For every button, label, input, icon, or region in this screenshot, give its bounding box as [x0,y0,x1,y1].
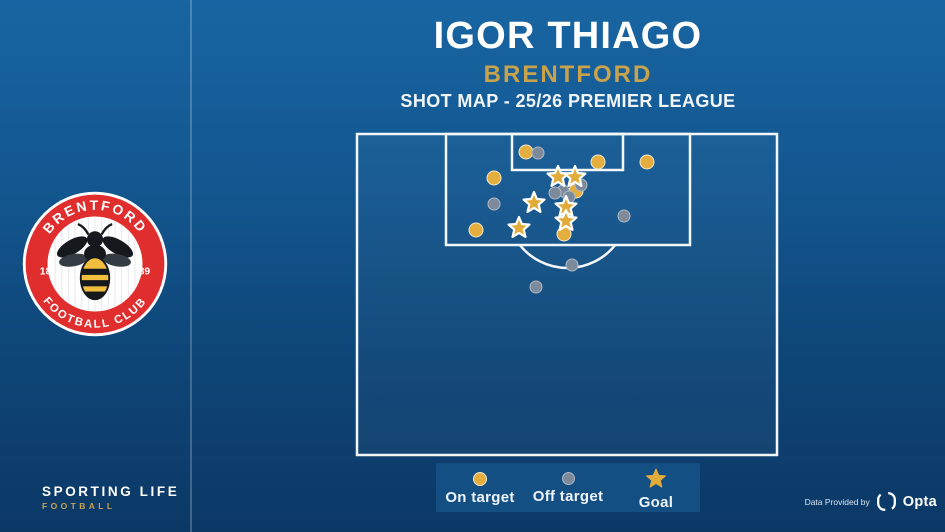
legend-item-on-target: On target [436,463,524,512]
shot-goal [552,207,580,235]
bee-icon [56,223,134,301]
brand-sub: FOOTBALL [42,501,116,511]
team-name: BRENTFORD [483,60,653,88]
page-title: IGOR THIAGO [433,15,703,57]
shot-off-target [548,186,562,200]
shot-on-target [639,154,655,170]
shot-off-target [487,197,501,211]
legend-label: Goal [638,493,674,511]
shot-goal [505,214,533,242]
data-credit: Data Provided by Opta [805,491,937,512]
chart-subtitle: SHOT MAP - 25/26 PREMIER LEAGUE [400,91,736,112]
opta-logo [876,491,897,512]
legend-label: Off target [532,488,604,505]
credit-text: Data Provided by [804,496,870,507]
shot-off-target [617,209,631,223]
shot-goal [561,163,589,191]
legend-label: On target [445,488,515,506]
legend: On target Off target Goal [436,463,700,512]
shot-on-target [590,154,606,170]
off-target-icon [561,472,575,485]
header: IGOR THIAGO BRENTFORD SHOT MAP - 25/26 P… [191,0,945,112]
on-target-icon [473,471,487,486]
badge-year-left: 18 [40,266,52,277]
goal-star-icon [644,467,668,491]
six-yard-box [510,132,625,172]
legend-item-off-target: Off target [524,463,612,512]
brand-name: SPORTING LIFE [42,484,180,499]
shot-on-target [468,222,484,238]
shot-goal [520,189,548,217]
sporting-life-logo: SPORTING LIFE FOOTBALL [42,484,179,511]
provider-name: Opta [902,493,937,510]
vertical-divider [190,0,192,532]
shot-on-target [486,170,502,186]
shot-off-target [565,258,579,272]
badge-year-right: 89 [139,266,151,277]
brentford-club-badge: BRENTFORD FOOTBALL CLUB 18 89 [22,191,168,337]
shot-off-target [531,146,545,160]
legend-item-goal: Goal [612,463,700,512]
shot-off-target [529,280,543,294]
